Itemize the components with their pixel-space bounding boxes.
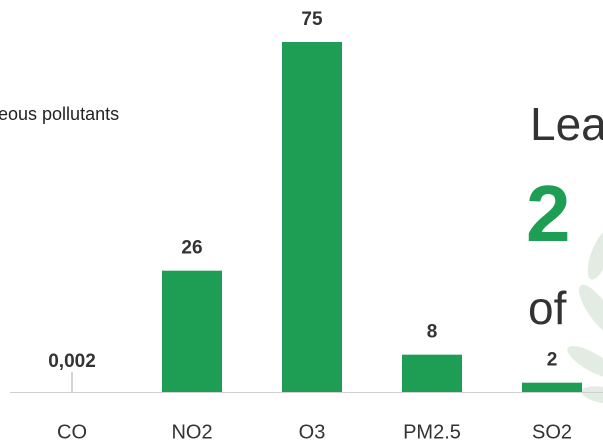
leaf	[587, 230, 603, 280]
data-label: 8	[427, 322, 438, 343]
data-label: 2	[547, 350, 558, 371]
leaf	[578, 284, 603, 336]
bar	[402, 354, 462, 392]
x-tick-label: SO2	[532, 421, 572, 443]
x-tick-label: O3	[299, 421, 326, 443]
x-tick-label: PM2.5	[403, 421, 461, 443]
leaf	[567, 345, 603, 379]
headline-bottom: of	[528, 282, 567, 334]
data-label: 26	[181, 238, 202, 259]
leaf-decoration	[567, 230, 603, 404]
x-tick-label: NO2	[171, 421, 212, 443]
headline-top: Lea	[530, 98, 603, 150]
leaf	[581, 386, 603, 404]
data-label: 75	[301, 9, 323, 30]
bar	[522, 382, 582, 392]
bar	[162, 270, 222, 392]
headline-number: 2	[526, 169, 571, 258]
x-tick-label: CO	[57, 421, 87, 443]
subtitle: eous pollutants	[0, 104, 119, 124]
data-label: 0,002	[48, 351, 96, 372]
bar	[282, 42, 342, 392]
